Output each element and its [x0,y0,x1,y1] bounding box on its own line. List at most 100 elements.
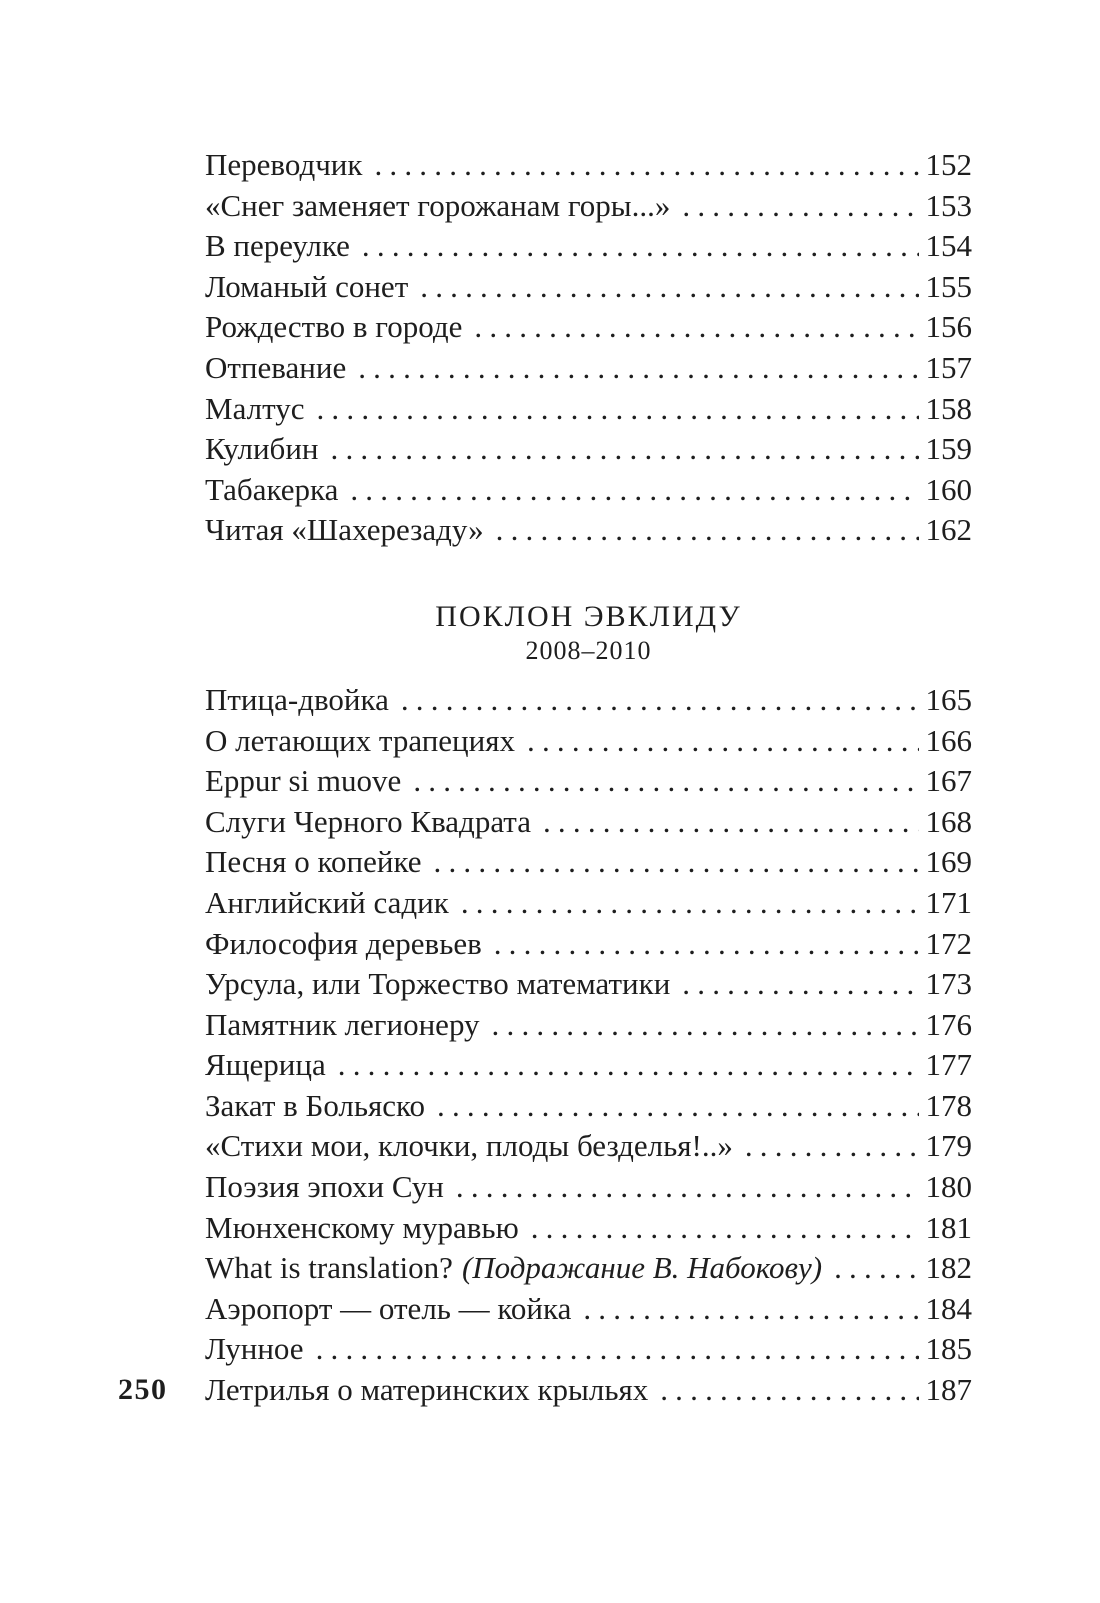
toc-entry-title: Кулибин [205,431,319,467]
toc-entry-title: Песня о копейке [205,844,422,880]
toc-entry-page: 168 [925,803,973,839]
toc-entry-title: Птица-двойка [205,681,389,717]
toc-entry: О летающих трапециях ...................… [205,721,972,762]
dot-leader: ........................................… [358,349,919,385]
toc-entry-page: 187 [925,1372,973,1408]
toc-entry-title: О летающих трапециях [205,722,515,758]
dot-leader: ........................................… [413,763,919,799]
toc-entry-title: Поэзия эпохи Сун [205,1169,444,1205]
toc-entry: «Снег заменяет горожанам горы...» ......… [205,186,972,227]
toc-entry-title: Рождество в городе [205,309,463,345]
toc-entry-title: Мюнхенскому муравью [205,1209,519,1245]
dot-leader: ........................................… [744,1128,919,1164]
toc-entry: Рождество в городе .....................… [205,307,972,348]
toc-section-continued: Переводчик .............................… [205,145,972,551]
toc-entry: Ящерица ................................… [205,1045,972,1086]
toc-entry: Закат в Больяско .......................… [205,1086,972,1127]
dot-leader: ........................................… [337,1047,919,1083]
section-years: 2008–2010 [525,635,652,665]
toc-entry: What is translation? (Подражание В. Набо… [205,1248,972,1289]
toc-entry-page: 184 [925,1290,973,1326]
toc-entry-page: 171 [925,884,973,920]
dot-leader: ........................................… [350,471,919,507]
toc-entry: Урсула, или Торжество математики .......… [205,964,972,1005]
toc-entry-page: 156 [925,309,973,345]
toc-entry: Кулибин ................................… [205,429,972,470]
dot-leader: ........................................… [527,722,919,758]
toc-entry-title: Философия деревьев [205,925,482,961]
toc-entry-title: Малтус [205,390,305,426]
dot-leader: ........................................… [455,1169,919,1205]
dot-leader: ........................................… [682,187,919,223]
toc-entry: Английский садик .......................… [205,883,972,924]
dot-leader: ........................................… [660,1372,919,1408]
dot-leader: ........................................… [495,512,919,548]
toc-entry: Философия деревьев .....................… [205,924,972,965]
toc-entry-title: Закат в Больяско [205,1087,426,1123]
toc-entry-title: В переулке [205,228,350,264]
toc-entry-page: 179 [925,1128,973,1164]
toc-entry-page: 181 [925,1209,973,1245]
table-of-contents: Переводчик .............................… [205,145,972,1411]
section-heading-block: ПОКЛОН ЭВКЛИДУ 2008–2010 [205,598,972,666]
toc-entry: Переводчик .............................… [205,145,972,186]
toc-entry-title: «Снег заменяет горожанам горы...» [205,187,671,223]
toc-entry-page: 185 [925,1331,973,1367]
dot-leader: ........................................… [834,1250,919,1286]
toc-entry-title: Урсула, или Торжество математики [205,966,671,1002]
dot-leader: ........................................… [420,268,919,304]
dot-leader: ........................................… [400,681,919,717]
toc-entry-title: Ломаный сонет [205,268,409,304]
dot-leader: ........................................… [330,431,920,467]
toc-entry-page: 165 [925,681,973,717]
toc-entry: Малтус .................................… [205,389,972,430]
toc-entry-page: 160 [925,471,973,507]
toc-entry-title: Аэропорт — отель — койка [205,1290,572,1326]
toc-entry-page: 178 [925,1087,973,1123]
toc-entry: Птица-двойка ...........................… [205,680,972,721]
toc-entry-page: 152 [925,147,973,182]
dot-leader: ........................................… [460,884,919,920]
toc-entry-page: 177 [925,1047,973,1083]
dot-leader: ........................................… [542,803,919,839]
toc-entry-title: Английский садик [205,884,449,920]
dot-leader: ........................................… [361,228,919,264]
section-heading: ПОКЛОН ЭВКЛИДУ [435,599,742,633]
toc-entry-title: Летрилья о материнских крыльях [205,1372,649,1408]
dot-leader: ........................................… [682,966,919,1002]
toc-entry: Слуги Черного Квадрата .................… [205,802,972,843]
dot-leader: ........................................… [530,1209,919,1245]
dot-leader: ........................................… [493,925,919,961]
toc-entry-page: 155 [925,268,973,304]
toc-entry-title: Eppur si muove [205,763,402,799]
toc-entry: Отпевание ..............................… [205,348,972,389]
toc-entry-annotation: (Подражание В. Набокову) [461,1250,823,1286]
toc-entry-page: 176 [925,1006,973,1042]
toc-entry-page: 180 [925,1169,973,1205]
toc-entry: Памятник легионеру .....................… [205,1005,972,1046]
dot-leader: ........................................… [437,1087,919,1123]
toc-entry: Песня о копейке ........................… [205,842,972,883]
dot-leader: ........................................… [374,147,919,182]
toc-entry: Табакерка ..............................… [205,470,972,511]
toc-section-poklon-evklidu: Птица-двойка ...........................… [205,680,972,1411]
dot-leader: ........................................… [583,1290,919,1326]
toc-entry-page: 154 [925,228,973,264]
toc-entry-page: 159 [925,431,973,467]
toc-entry: Лунное .................................… [205,1329,972,1370]
toc-entry: Читая «Шахерезаду» .....................… [205,510,972,551]
dot-leader: ........................................… [474,309,919,345]
toc-entry-title: Ящерица [205,1047,326,1083]
toc-entry-title: Отпевание [205,349,347,385]
toc-entry: В переулке .............................… [205,226,972,267]
toc-entry: Eppur si muove .........................… [205,761,972,802]
dot-leader: ........................................… [491,1006,919,1042]
toc-entry-title: Памятник легионеру [205,1006,480,1042]
dot-leader: ........................................… [315,1331,919,1367]
dot-leader: ........................................… [433,844,919,880]
toc-entry-page: 157 [925,349,973,385]
toc-entry-page: 169 [925,844,973,880]
toc-entry-title: Читая «Шахерезаду» [205,512,484,548]
toc-entry: Поэзия эпохи Сун .......................… [205,1167,972,1208]
